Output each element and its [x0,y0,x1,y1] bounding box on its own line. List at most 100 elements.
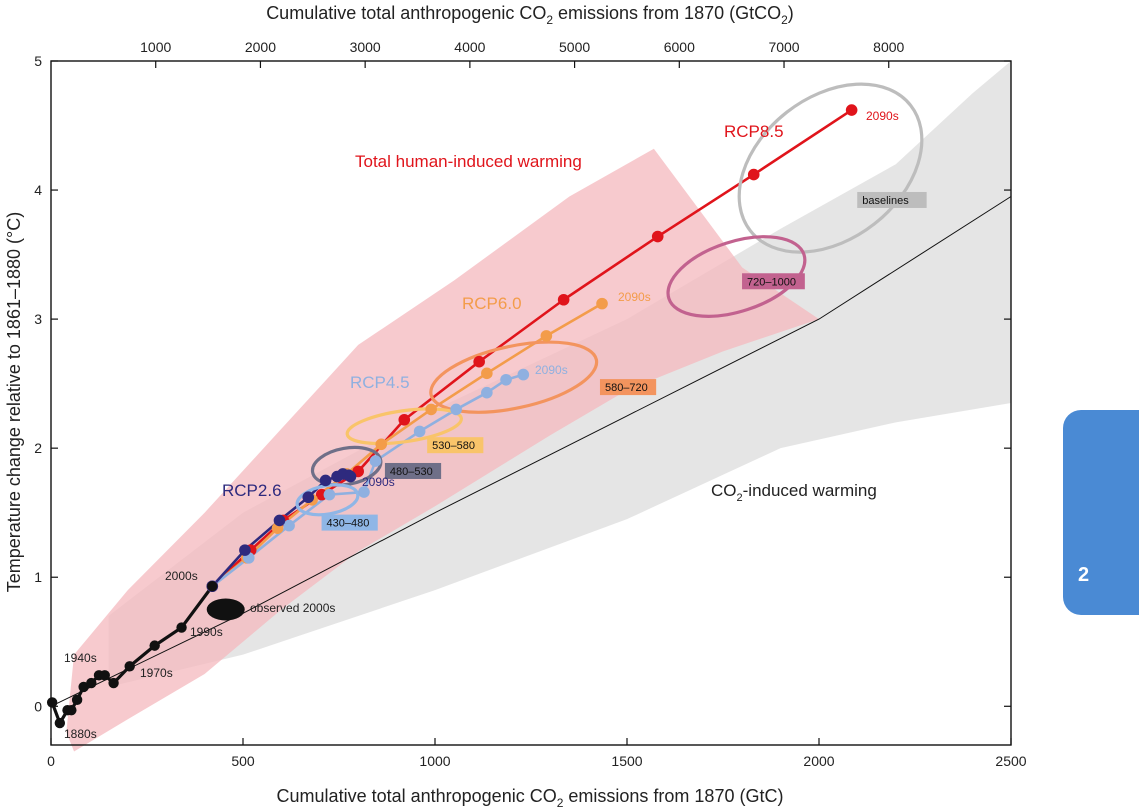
observed-2000s-label: observed 2000s [250,601,335,615]
ellipse-label-530–580: 530–580 [432,440,475,452]
rcp45-point [369,455,382,467]
y-tick-label: 2 [34,440,42,456]
historical-point [46,697,58,708]
rcp60-label: RCP6.0 [462,294,522,313]
top-tick-label: 7000 [768,39,799,55]
top-tick-label: 5000 [559,39,590,55]
historical-point [54,717,66,729]
historical-point [207,581,218,592]
ellipse-label-430–480: 430–480 [327,518,370,530]
x-tick-label: 2500 [995,753,1026,769]
ellipse-580–720 [429,340,599,414]
rcp45-point [481,386,493,399]
rcp26-end-label: 2090s [362,475,395,489]
rcp45-point [358,486,370,498]
x-axis-title-top: Cumulative total anthropogenic CO2 emiss… [266,3,794,27]
rcp60-end-label: 2090s [618,290,651,304]
ellipse-label-580–720: 580–720 [605,382,648,394]
ellipse-label-baselines: baselines [862,195,909,207]
ellipse-baselines [737,82,924,254]
historical-point [71,694,83,706]
ellipse-720–1000 [666,235,807,318]
y-tick-label: 3 [34,311,42,327]
historical-point [149,640,160,651]
rcp45-label: RCP4.5 [350,373,410,392]
rcp45-point [450,403,462,416]
chapter-tab [1063,410,1139,615]
rcp85-end-label: 2090s [866,109,899,123]
top-tick-label: 1000 [140,39,171,55]
rcp60-line [211,302,603,588]
ellipse-label-bg-430–480 [321,514,378,531]
rcp60-point [375,438,388,451]
top-tick-label: 2000 [245,39,276,55]
rcp85-point [557,293,570,306]
rcp60-point [481,367,493,380]
rcp45-point [283,519,295,532]
top-tick-label: 8000 [873,39,904,55]
co2-induced-line [50,196,1012,707]
top-tick-label: 6000 [664,39,695,55]
chapter-tab-label: 2 [1078,564,1090,586]
ellipse-label-bg-720–1000 [742,273,805,290]
rcp45-point [413,425,426,438]
rcp45-point [323,488,336,501]
plot-frame [50,60,1012,746]
rcp26-label: RCP2.6 [222,481,282,500]
total-warming-label: Total human-induced warming [355,152,582,171]
rcp85-point [747,168,760,181]
rcp26-point [273,514,286,527]
historical-point [86,677,97,689]
rcp60-point [540,330,553,342]
observed-2000s-ellipse [206,598,245,621]
historical-point [78,681,89,693]
rcp45-end-label: 2090s [535,363,568,377]
top-tick-label: 3000 [350,39,381,55]
rcp45-point [500,373,512,386]
ellipse-530–580 [345,407,463,446]
rcp85-point [651,230,664,243]
ellipse-label-720–1000: 720–1000 [747,276,796,288]
rcp60-point [425,403,437,416]
ellipse-label-bg-baselines [857,191,927,208]
rcp26-point [319,474,332,487]
rcp45-point [517,368,530,381]
series-points [46,104,858,729]
decade-label-1880s: 1880s [64,727,97,741]
ellipse-label-bg-530–580 [427,437,484,454]
co2-warming-label: CO2-induced warming [711,481,877,504]
decade-label-1940s: 1940s [64,651,97,665]
y-tick-label: 0 [34,698,42,714]
rcp85-point [398,413,411,426]
x-tick-label: 2000 [803,753,834,769]
y-tick-label: 5 [34,53,42,69]
top-tick-label: 4000 [454,39,485,55]
concentration-ellipses: baselines 720–1000 580–720 530–580 480–530 43… [295,82,927,531]
rcp26-point [239,544,251,556]
y-tick-label: 4 [34,182,42,198]
rcp26-point [344,470,357,483]
decade-label-1970s: 1970s [140,666,173,680]
axes: 0 500 1000 1500 2000 2500 0 1 2 3 4 5 1000 2000 3000 40… [34,39,1027,769]
historical-point [108,677,119,689]
rcp85-label: RCP8.5 [724,122,784,141]
historical-point [176,622,187,633]
decade-label-1990s: 1990s [190,625,223,639]
ellipse-label-480–530: 480–530 [390,466,433,478]
x-tick-label: 500 [231,753,255,769]
historical-point [99,670,110,681]
decade-label-2000s: 2000s [165,569,198,583]
rcp85-point [845,104,858,116]
rcp85-point [473,355,485,368]
rcp26-point [302,491,315,504]
x-tick-label: 1000 [419,753,450,769]
x-axis-title-bottom: Cumulative total anthropogenic CO2 emiss… [277,786,784,810]
historical-point [124,661,135,672]
x-tick-label: 0 [47,753,55,769]
y-tick-label: 1 [34,569,42,585]
x-tick-label: 1500 [611,753,642,769]
ellipse-label-bg-580–720 [599,379,657,396]
historical-point [66,704,77,716]
ellipse-label-bg-480–530 [384,462,442,479]
